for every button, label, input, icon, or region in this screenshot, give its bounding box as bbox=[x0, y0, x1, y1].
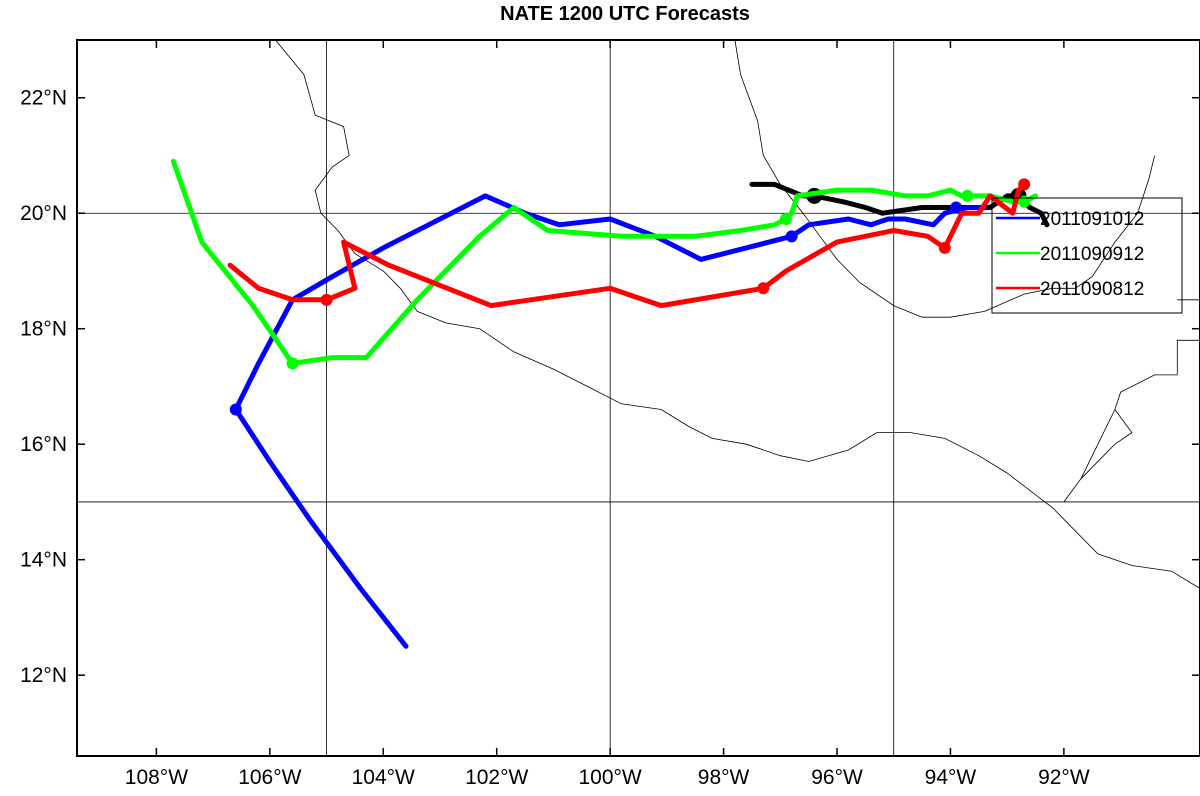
lon-tick-label: 96°W bbox=[811, 766, 863, 789]
lon-tick-label: 100°W bbox=[579, 766, 642, 789]
legend-label: 2011091012 bbox=[1040, 209, 1144, 230]
lon-tick-label: 94°W bbox=[925, 766, 977, 789]
coastline bbox=[734, 40, 1155, 318]
track-marker bbox=[938, 241, 951, 254]
lat-tick-label: 14°N bbox=[20, 549, 67, 572]
coastline bbox=[1080, 409, 1116, 479]
map-axes: 108°W 106°W 104°W 102°W 100°W 98°W 96°W 94°W 92°… bbox=[20, 40, 1200, 789]
legend-label: 2011090912 bbox=[1040, 244, 1144, 265]
track-2011090912 bbox=[170, 158, 1038, 370]
lon-tick-label: 92°W bbox=[1038, 766, 1090, 789]
map-title: NATE 1200 UTC Forecasts bbox=[500, 3, 750, 25]
track-marker bbox=[320, 293, 333, 306]
track-marker bbox=[961, 189, 974, 202]
lon-tick-label: 98°W bbox=[698, 766, 750, 789]
lon-tick-label: 104°W bbox=[352, 766, 415, 789]
legend-label: 2011090812 bbox=[1040, 279, 1144, 300]
coastline bbox=[275, 40, 1200, 589]
track-marker bbox=[950, 201, 963, 214]
track-line bbox=[170, 158, 1038, 366]
track-2011090812 bbox=[227, 178, 1031, 309]
track-2011091012 bbox=[229, 193, 987, 649]
track-marker bbox=[1018, 195, 1031, 208]
track-marker bbox=[229, 403, 242, 416]
graticule bbox=[77, 40, 1200, 756]
lat-tick-label: 16°N bbox=[20, 433, 67, 456]
lat-tick-label: 22°N bbox=[20, 87, 67, 110]
lon-tick-label: 102°W bbox=[465, 766, 528, 789]
lon-tick-label: 108°W bbox=[125, 766, 188, 789]
lon-tick-label: 106°W bbox=[238, 766, 301, 789]
lat-tick-label: 12°N bbox=[20, 664, 67, 687]
track-marker bbox=[757, 282, 770, 295]
map-background bbox=[77, 40, 1200, 756]
lat-tick-label: 20°N bbox=[20, 202, 67, 225]
track-marker bbox=[785, 230, 798, 243]
map-frame bbox=[76, 39, 1200, 757]
track-line bbox=[227, 181, 1027, 309]
legend: 2011091012 2011090912 2011090812 bbox=[991, 197, 1183, 314]
track-marker bbox=[1018, 178, 1031, 191]
track-marker bbox=[286, 357, 299, 370]
coastlines bbox=[275, 40, 1200, 589]
track-line bbox=[233, 193, 987, 649]
coastline bbox=[1063, 339, 1200, 503]
legend-box bbox=[991, 197, 1183, 314]
forecast-tracks bbox=[170, 158, 1050, 649]
track-marker bbox=[779, 213, 792, 225]
lat-tick-label: 18°N bbox=[20, 318, 67, 341]
